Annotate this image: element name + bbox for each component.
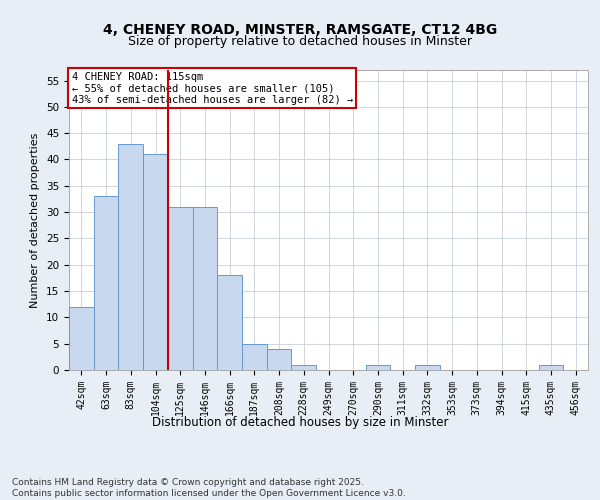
Bar	[193, 207, 217, 370]
Bar	[267, 349, 292, 370]
Text: Distribution of detached houses by size in Minster: Distribution of detached houses by size …	[152, 416, 448, 429]
Bar	[143, 154, 168, 370]
Bar	[365, 364, 390, 370]
Bar	[415, 364, 440, 370]
Bar	[69, 307, 94, 370]
Text: Size of property relative to detached houses in Minster: Size of property relative to detached ho…	[128, 35, 472, 48]
Bar	[94, 196, 118, 370]
Bar	[292, 364, 316, 370]
Bar	[242, 344, 267, 370]
Bar	[168, 207, 193, 370]
Bar	[539, 364, 563, 370]
Text: Contains HM Land Registry data © Crown copyright and database right 2025.
Contai: Contains HM Land Registry data © Crown c…	[12, 478, 406, 498]
Bar	[118, 144, 143, 370]
Text: 4 CHENEY ROAD: 115sqm
← 55% of detached houses are smaller (105)
43% of semi-det: 4 CHENEY ROAD: 115sqm ← 55% of detached …	[71, 72, 353, 104]
Text: 4, CHENEY ROAD, MINSTER, RAMSGATE, CT12 4BG: 4, CHENEY ROAD, MINSTER, RAMSGATE, CT12 …	[103, 22, 497, 36]
Bar	[217, 276, 242, 370]
Y-axis label: Number of detached properties: Number of detached properties	[31, 132, 40, 308]
